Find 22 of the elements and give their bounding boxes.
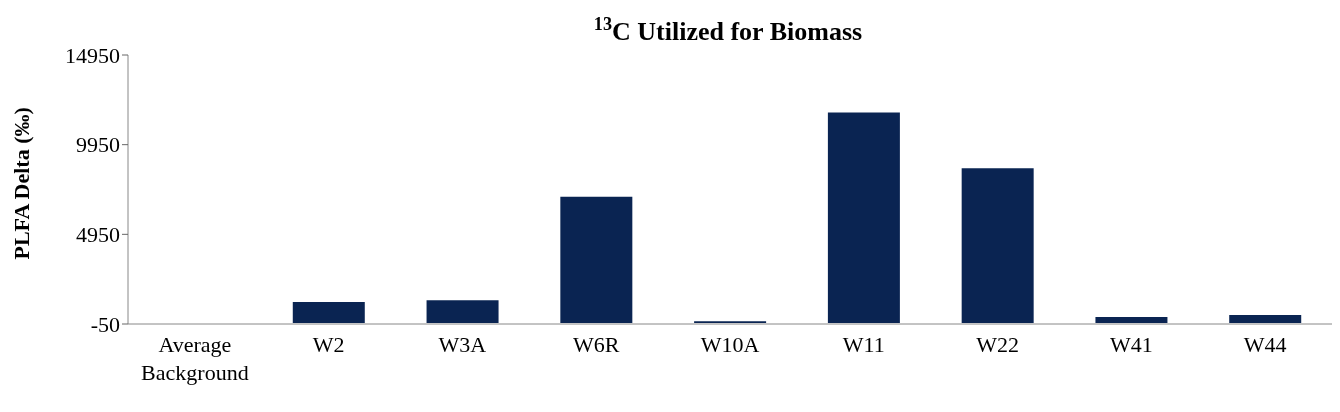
bar (426, 300, 499, 324)
x-tick-label: W11 (842, 332, 885, 357)
bar (1095, 317, 1168, 324)
chart-title: $^{13}$C Utilized for Biomass (593, 14, 863, 46)
x-tick-label: W41 (1109, 332, 1153, 357)
bar (292, 302, 365, 324)
y-axis-title: PLFA Delta (‰) (8, 107, 34, 260)
x-tick-label: Average Background (141, 332, 249, 385)
y-tick-label: 9950 (76, 132, 120, 158)
bar (827, 112, 900, 324)
y-tick-label: -50 (90, 311, 120, 337)
x-tick-label: W44 (1243, 332, 1287, 357)
y-tick-label: 4950 (76, 222, 120, 248)
bar (1229, 315, 1302, 324)
x-tick-label: W22 (976, 332, 1019, 357)
x-tick-label: W2 (312, 332, 345, 357)
bar (961, 168, 1034, 324)
x-tick-label: W6R (573, 332, 620, 357)
y-tick-label: 14950 (65, 42, 120, 68)
x-tick-label: W3A (438, 332, 487, 357)
bar (560, 196, 633, 324)
x-tick-label: W10A (700, 332, 760, 357)
